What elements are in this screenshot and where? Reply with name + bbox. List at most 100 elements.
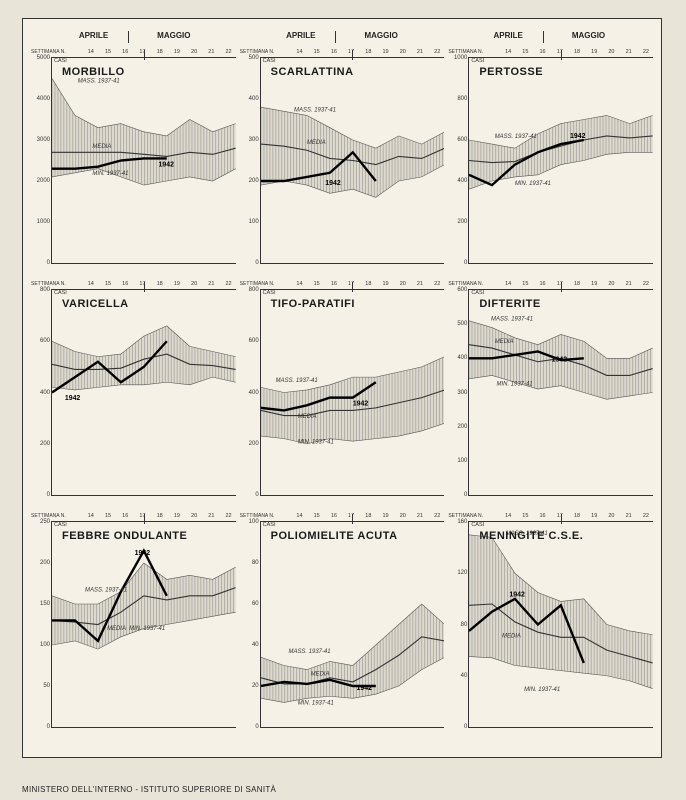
week-tick: 15 [314,49,320,55]
panel-title: PERTOSSE [479,66,543,78]
annotation-media: MEDIA [502,633,521,639]
y-tick-label: 0 [32,260,50,266]
y-tick-label: 800 [449,96,467,102]
week-tick: 18 [365,513,371,519]
week-tick: 21 [626,281,632,287]
week-tick: 20 [400,281,406,287]
week-tick: 14 [505,49,511,55]
week-tick-row: SETTIMANA N.141516171819202122 [31,279,236,289]
week-ticks: 141516171819202122 [68,513,236,519]
week-tick: 15 [105,513,111,519]
month-divider [543,31,552,43]
week-ticks: 141516171819202122 [68,49,236,55]
y-tick-label: 150 [32,601,50,607]
chart-panel: SETTIMANA N.141516171819202122CASI020406… [240,511,445,737]
footer-text: MINISTERO DELL'INTERNO - ISTITUTO SUPERI… [22,785,276,794]
week-tick-row: SETTIMANA N.141516171819202122 [31,511,236,521]
week-tick-row: SETTIMANA N.141516171819202122 [240,47,445,57]
week-tick: 15 [105,281,111,287]
week-tick: 20 [191,513,197,519]
y-tick-label: 40 [449,673,467,679]
page: APRILEMAGGIOAPRILEMAGGIOAPRILEMAGGIO SET… [0,0,686,800]
y-tick-label: 0 [32,492,50,498]
month-right: MAGGIO [568,31,609,47]
week-tick: 16 [331,281,337,287]
panel-title: VARICELLA [62,298,129,310]
week-tick: 22 [225,49,231,55]
annotation-min: MIN. 1937-41 [497,382,533,388]
chart-panel: SETTIMANA N.141516171819202122CASI010020… [240,47,445,273]
week-tick: 16 [540,49,546,55]
y-tick-label: 5000 [32,55,50,61]
plot-svg: MASS. 1937-41MEDIA1942 [261,58,445,263]
annotation-mass: MASS. 1937-41 [78,79,120,85]
week-tick: 20 [400,513,406,519]
annotation-mass: MASS. 1937-41 [495,134,537,140]
chart-panel: SETTIMANA N.141516171819202122CASI040801… [448,511,653,737]
month-divider [335,31,344,43]
month-left: APRILE [75,31,112,47]
week-tick: 14 [505,513,511,519]
y-tick-label: 400 [241,96,259,102]
chart-box: CASI0100200300400500SCARLATTINAMASS. 193… [260,57,445,264]
week-tick: 14 [88,513,94,519]
week-ticks: 141516171819202122 [276,281,444,287]
week-tick: 20 [608,513,614,519]
chart-box: CASI020406080100POLIOMIELITE ACUTAMASS. … [260,521,445,728]
plot-svg: MASS. 1937-41MIN. 1937-41MEDIA1942 [261,290,445,495]
week-tick: 20 [608,281,614,287]
week-tick: 14 [505,281,511,287]
plot-svg: MASS. 1937-41MIN. 1937-41MEDIA1942 [261,522,445,727]
month-divider [128,31,137,43]
week-tick: 22 [643,49,649,55]
y-tick-label: 100 [241,219,259,225]
chart-box: CASI0200400600800TIFO-PARATIFIMASS. 1937… [260,289,445,496]
week-tick: 15 [522,513,528,519]
week-tick: 21 [626,49,632,55]
week-tick: 20 [191,281,197,287]
week-tick: 16 [331,49,337,55]
y-tick-label: 0 [241,492,259,498]
annotation-year: 1942 [65,395,81,402]
annotation-media: MEDIA [107,626,126,632]
week-tick: 18 [157,49,163,55]
week-ticks: 141516171819202122 [485,49,653,55]
annotation-media: MEDIA [297,414,316,420]
plot-svg: MASS. 1937-41MIN. 1937-41MEDIA1942 [469,290,653,495]
y-tick-label: 600 [449,287,467,293]
annotation-min: MIN. 1937-41 [92,171,128,177]
month-right: MAGGIO [153,31,194,47]
y-tick-label: 200 [241,441,259,447]
week-tick: 19 [174,49,180,55]
week-tick: 19 [382,513,388,519]
week-tick: 22 [434,281,440,287]
plot-svg: 1942 [52,290,236,495]
week-tick: 21 [417,513,423,519]
y-tick-label: 2000 [32,178,50,184]
annotation-mass: MASS. 1937-41 [275,378,317,384]
chart-box: CASI04080120160MENINGITE C.S.E.MASS. 193… [468,521,653,728]
week-tick: 15 [314,513,320,519]
y-tick-label: 200 [241,178,259,184]
week-tick: 18 [574,281,580,287]
week-tick: 19 [382,49,388,55]
week-tick: 18 [365,49,371,55]
y-tick-label: 300 [449,390,467,396]
month-left: APRILE [489,31,526,47]
week-tick: 14 [296,49,302,55]
month-cell: APRILE MAGGIO [446,31,653,47]
y-tick-label: 0 [449,260,467,266]
week-tick: 16 [122,281,128,287]
y-tick-label: 800 [32,287,50,293]
week-tick: 22 [434,49,440,55]
y-tick-label: 100 [449,458,467,464]
y-tick-label: 250 [32,519,50,525]
annotation-min: MIN. 1937-41 [297,700,333,706]
panel-title: MORBILLO [62,66,125,78]
week-tick-row: SETTIMANA N.141516171819202122 [448,279,653,289]
annotation-mass: MASS. 1937-41 [85,588,127,594]
annotation-min: MIN. 1937-41 [524,687,560,693]
week-tick: 14 [296,281,302,287]
chart-panel: SETTIMANA N.141516171819202122CASI020040… [240,279,445,505]
chart-sheet: APRILEMAGGIOAPRILEMAGGIOAPRILEMAGGIO SET… [22,18,662,758]
